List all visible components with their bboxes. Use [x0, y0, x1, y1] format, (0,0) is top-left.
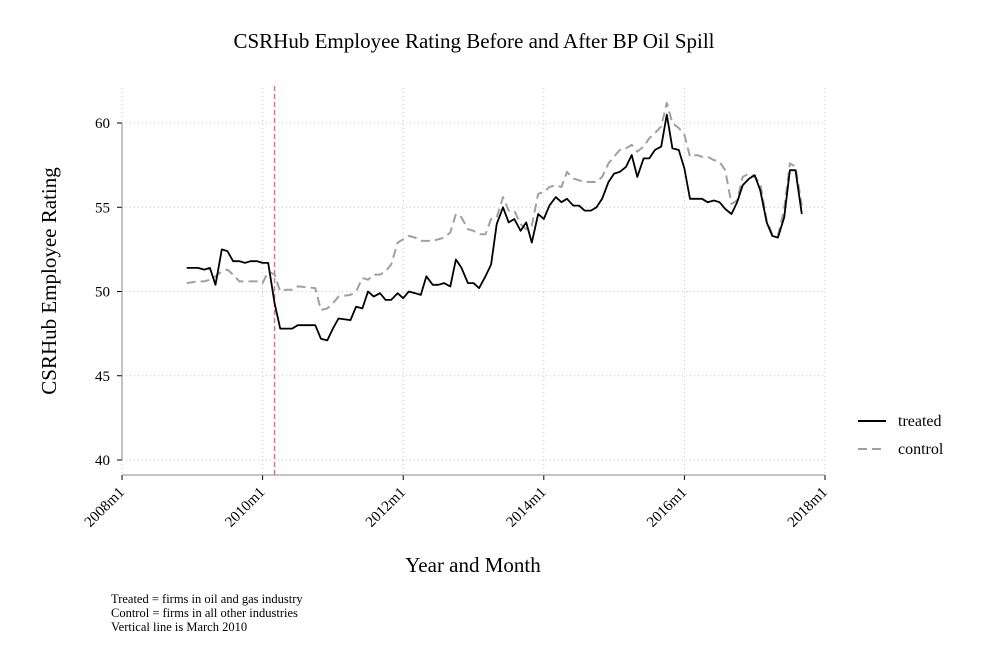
x-tick-label: 2012m1	[363, 485, 409, 531]
legend-label-treated: treated	[898, 413, 942, 430]
x-axis-title: Year and Month	[405, 553, 541, 577]
y-tick-label: 50	[95, 285, 110, 301]
footnote-treated: Treated = firms in oil and gas industry	[111, 592, 303, 606]
x-tick-label: 2018m1	[785, 485, 831, 531]
y-tick-label: 55	[95, 200, 110, 216]
y-tick-label: 60	[95, 116, 110, 132]
series-line-control	[186, 101, 803, 311]
chart-title: CSRHub Employee Rating Before and After …	[233, 29, 714, 53]
legend-label-control: control	[898, 441, 944, 458]
y-tick-label: 40	[95, 453, 110, 469]
series-line-treated	[186, 113, 803, 342]
x-tick-label: 2010m1	[222, 485, 268, 531]
legend: treated control	[858, 413, 944, 458]
series-layer	[186, 101, 803, 342]
x-tick-label: 2014m1	[504, 485, 550, 531]
footnote-control: Control = firms in all other industries	[111, 606, 298, 620]
gridlines	[121, 88, 826, 475]
footnote-vertical-line: Vertical line is March 2010	[111, 620, 248, 634]
y-tick-label: 45	[95, 369, 110, 385]
axes: 40 45 50 55 60 2008m1 2010m1 2012m1 2014m1 2016m1…	[82, 116, 831, 531]
y-axis-title: CSRHub Employee Rating	[37, 167, 61, 395]
x-tick-label: 2016m1	[644, 485, 690, 531]
x-tick-label: 2008m1	[82, 485, 128, 531]
